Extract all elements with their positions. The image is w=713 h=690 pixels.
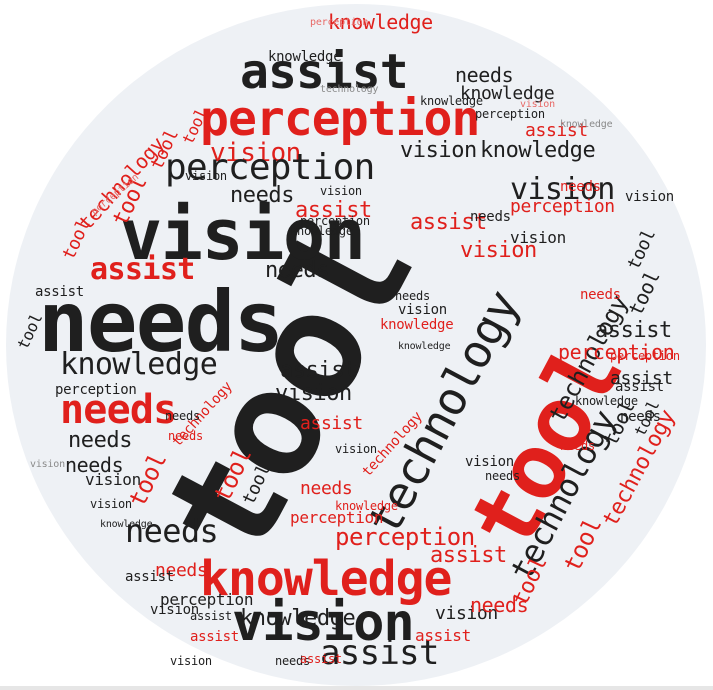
word-assist: assist [125,569,174,585]
word-vision: vision [320,184,362,198]
word-assist: assist [320,633,439,673]
word-assist: assist [295,198,372,223]
word-knowledge: knowledge [290,224,353,238]
word-needs: needs [60,387,177,433]
word-assist: assist [595,318,672,343]
word-needs: needs [560,439,595,453]
word-assist: assist [300,413,363,434]
word-perception: perception [55,382,137,398]
word-cloud-circle-background [6,4,706,686]
word-assist: assist [615,379,664,395]
word-perception: perception [300,214,370,228]
word-vision: vision [90,497,132,511]
word-vision: vision [520,99,555,110]
word-vision: vision [435,603,498,624]
word-vision: vision [465,454,514,470]
bottom-border [0,686,713,690]
word-knowledge: knowledge [240,606,356,631]
word-knowledge: knowledge [268,49,342,65]
word-assist: assist [35,284,84,300]
word-needs: needs [230,183,295,208]
word-perception: perception [475,107,545,121]
word-perception: perception [335,523,475,551]
word-vision: vision [210,138,301,168]
word-knowledge: knowledge [575,394,638,408]
word-needs: needs [168,429,203,443]
word-needs: needs [165,409,200,423]
word-assist: assist [240,44,409,100]
word-vision: vision [185,169,227,183]
word-knowledge: knowledge [335,499,398,513]
word-needs: needs [470,593,529,617]
word-knowledge: knowledge [380,317,454,333]
word-needs: needs [125,512,219,550]
word-needs: needs [560,179,601,195]
word-perception: perception [160,590,254,609]
word-assist: assist [280,358,357,383]
word-vision: vision [398,302,447,318]
word-needs: needs [300,478,353,499]
word-vision: vision [85,470,141,489]
word-perception: perception [510,196,615,217]
word-needs: needs [470,209,511,225]
word-vision: vision [275,381,352,406]
word-knowledge: knowledge [460,83,555,104]
word-needs: needs [155,560,208,581]
word-needs: needs [620,409,661,425]
word-knowledge: knowledge [560,119,613,130]
word-knowledge: knowledge [328,10,433,34]
word-vision: vision [510,228,566,247]
word-vision: vision [170,654,212,668]
word-needs: needs [455,63,514,87]
word-technology: technology [320,84,379,95]
word-assist: assist [300,652,342,666]
word-needs: needs [485,469,520,483]
word-knowledge: knowledge [398,341,451,352]
word-vision: vision [150,602,199,618]
word-assist: assist [190,629,239,645]
word-vision: vision [510,172,615,207]
word-perception: perception [290,508,384,527]
word-perception: perception [165,147,375,188]
word-knowledge: knowledge [420,94,483,108]
word-vision: vision [460,238,537,263]
word-vision: vision [120,194,366,276]
word-needs: needs [65,453,124,477]
word-assist: assist [610,368,673,389]
word-perception: perception [610,349,680,363]
word-needs: needs [580,287,621,303]
word-vision: vision [335,442,377,456]
word-vision: vision [30,459,65,470]
word-assist: assist [90,252,195,287]
word-knowledge: knowledge [100,519,153,530]
word-assist: assist [430,543,507,568]
word-perception: perception [200,91,480,147]
word-assist: assist [525,120,588,141]
word-knowledge: knowledge [480,138,596,163]
word-needs: needs [265,258,330,283]
word-vision: vision [400,138,477,163]
word-vision: vision [232,593,415,653]
word-assist: assist [410,210,487,235]
word-needs: needs [68,428,133,453]
word-needs: needs [38,273,284,371]
word-perception: perception [310,17,369,28]
word-assist: assist [190,609,232,623]
word-vision: vision [625,189,674,205]
word-needs: needs [395,289,430,303]
word-needs: needs [275,654,310,668]
word-knowledge: knowledge [200,551,452,607]
word-assist: assist [415,626,471,645]
word-knowledge: knowledge [60,347,218,382]
word-perception: perception [558,340,675,364]
